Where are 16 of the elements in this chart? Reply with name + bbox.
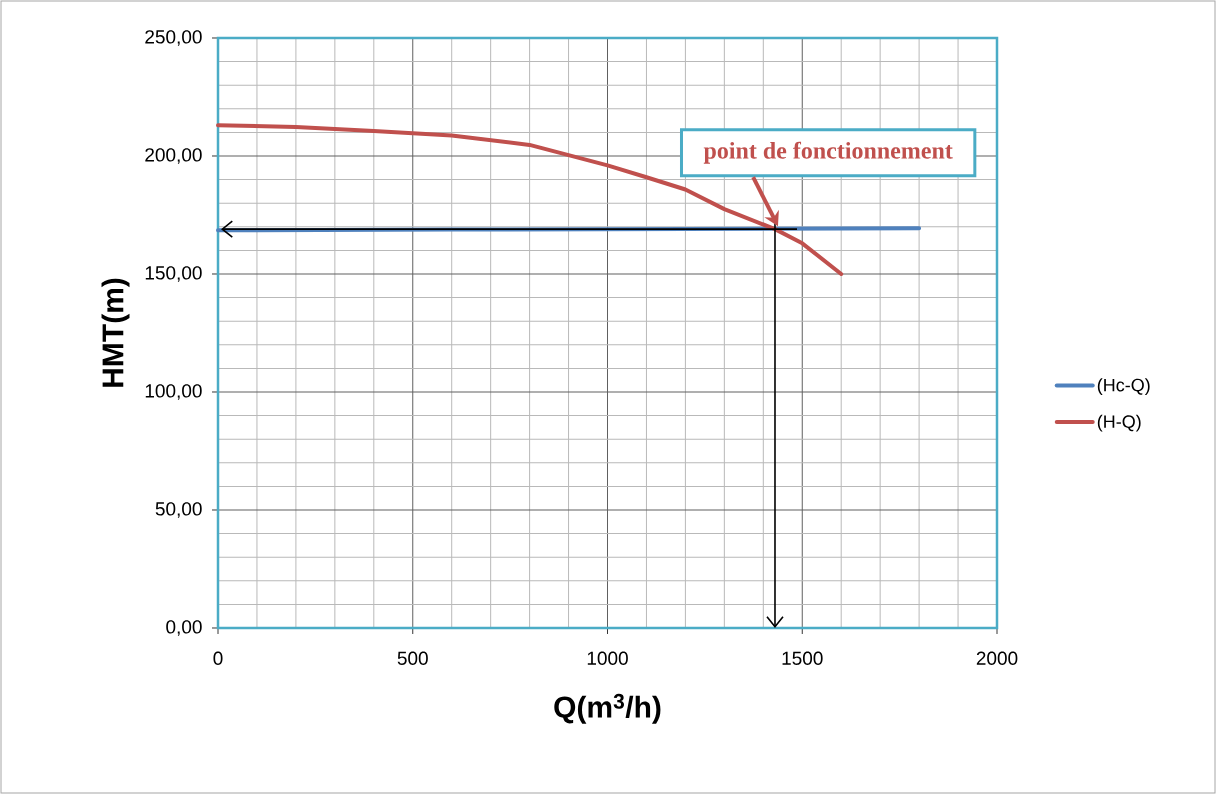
y-tick-label: 100,00 <box>145 384 202 400</box>
legend-label: (Hc-Q) <box>1097 378 1150 396</box>
y-tick-label: 50,00 <box>155 502 202 518</box>
x-tick-label: 1000 <box>587 651 628 665</box>
legend-label: (H-Q) <box>1097 414 1141 432</box>
y-tick-label: 200,00 <box>145 148 202 164</box>
y-axis-title: HMT(m) <box>101 278 130 387</box>
x-tick-label: 0 <box>213 651 223 665</box>
y-tick-label: 250,00 <box>145 30 202 46</box>
x-tick-label: 1500 <box>782 651 823 665</box>
annotation: point de fonctionnement <box>703 141 953 164</box>
x-tick-label: 2000 <box>976 651 1018 665</box>
x-axis-title: Q(m$^{3}$/h) <box>554 693 661 724</box>
x-tick-label: 500 <box>397 651 428 665</box>
y-tick-label: 150,00 <box>145 266 202 282</box>
y-tick-label: 0,00 <box>166 620 202 636</box>
